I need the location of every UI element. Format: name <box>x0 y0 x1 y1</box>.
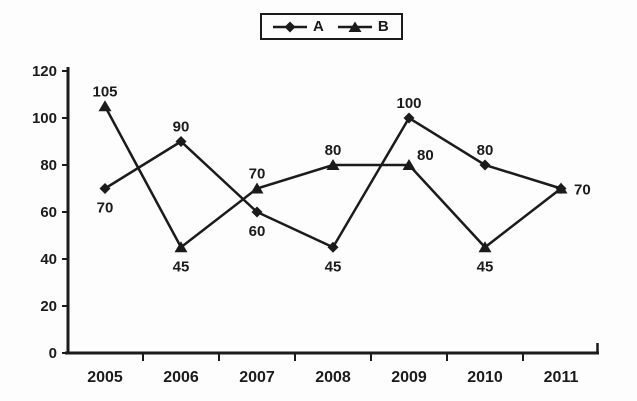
x-axis-category-label: 2007 <box>239 369 275 386</box>
diamond-marker-icon <box>273 21 307 32</box>
data-point-label: 105 <box>92 83 117 100</box>
y-axis-tick-label: 100 <box>32 110 57 127</box>
data-point-diamond <box>251 206 263 218</box>
data-point-label: 70 <box>97 200 114 217</box>
data-point-label: 90 <box>173 119 190 136</box>
x-axis-category-label: 2005 <box>87 369 123 386</box>
data-point-triangle <box>174 241 188 253</box>
data-point-label: 70 <box>574 182 591 199</box>
data-point-label: 70 <box>249 166 266 183</box>
chart-legend: A B <box>260 13 403 40</box>
data-point-diamond <box>175 136 187 147</box>
y-axis-tick-label: 120 <box>32 63 57 80</box>
data-point-triangle <box>554 182 568 194</box>
legend-item-a: A <box>272 19 324 34</box>
x-axis-category-label: 2011 <box>544 369 579 386</box>
data-point-label: 45 <box>477 258 494 275</box>
data-point-triangle <box>250 182 264 194</box>
data-point-label: 80 <box>477 142 494 159</box>
triangle-marker-icon <box>337 21 372 32</box>
legend-item-b: B <box>337 19 389 34</box>
data-point-label: 100 <box>396 95 421 112</box>
x-axis-category-label: 2006 <box>163 369 199 386</box>
series-line-a <box>104 116 562 249</box>
y-axis-tick-label: 60 <box>40 204 57 221</box>
data-point-diamond <box>99 183 111 194</box>
data-point-triangle <box>402 159 416 170</box>
y-axis-tick-label: 40 <box>40 251 57 268</box>
data-point-label: 80 <box>325 142 342 159</box>
x-axis-category-label: 2009 <box>391 369 427 386</box>
y-axis-tick-label: 0 <box>49 345 57 362</box>
data-point-diamond <box>479 159 491 171</box>
data-point-label: 60 <box>249 223 266 240</box>
x-axis-category-label: 2010 <box>467 369 503 386</box>
data-point-triangle <box>326 159 340 170</box>
legend-label-b: B <box>377 18 389 35</box>
data-point-diamond <box>403 112 415 124</box>
legend-label-a: A <box>313 18 324 35</box>
data-point-triangle <box>478 241 492 253</box>
data-point-diamond <box>327 241 339 253</box>
data-point-label: 45 <box>173 258 190 275</box>
data-point-label: 45 <box>325 258 342 275</box>
data-point-label: 80 <box>417 147 434 164</box>
x-axis-category-label: 2008 <box>315 369 351 386</box>
y-axis-tick-label: 80 <box>40 157 57 174</box>
data-point-triangle <box>98 100 112 112</box>
y-axis-tick-label: 20 <box>40 298 57 315</box>
